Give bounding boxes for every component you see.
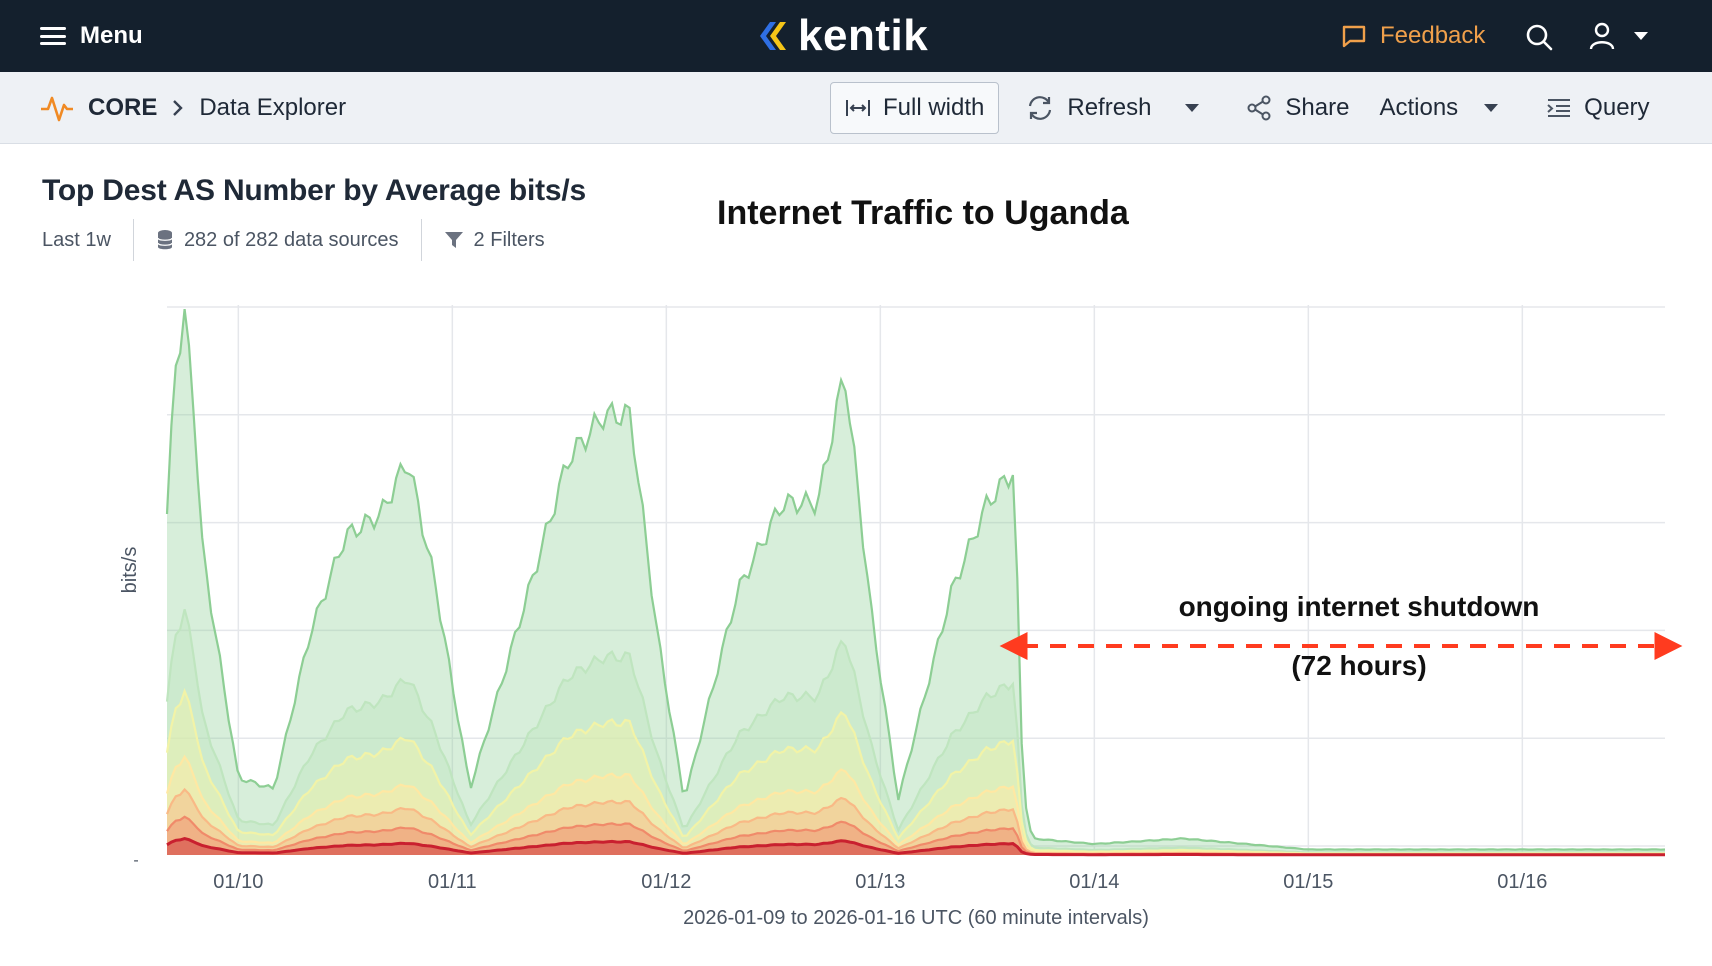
feedback-icon (1342, 25, 1366, 48)
breadcrumb: CORE Data Explorer (40, 72, 346, 144)
filters-label: 2 Filters (473, 228, 545, 251)
series-area[interactable] (167, 838, 1665, 855)
shutdown-annotation: ongoing internet shutdown (72 hours) (999, 591, 1683, 681)
chevron-down-icon (1185, 104, 1200, 112)
user-icon (1589, 22, 1615, 50)
shutdown-duration-text: (72 hours) (1291, 650, 1426, 681)
chart-areas (165, 308, 1666, 857)
full-width-button[interactable]: Full width (830, 82, 1000, 134)
x-tick-label: 01/12 (641, 871, 691, 893)
database-icon (157, 230, 173, 250)
breadcrumb-page: Data Explorer (199, 94, 347, 121)
x-tick-label: 01/14 (1069, 871, 1119, 893)
share-icon (1247, 95, 1271, 121)
pulse-icon (41, 96, 73, 122)
refresh-button[interactable]: Refresh (1011, 82, 1165, 134)
divider (420, 219, 422, 261)
actions-button[interactable]: Actions (1365, 82, 1512, 134)
series-area[interactable] (167, 756, 1665, 855)
time-range-label: Last 1w (42, 228, 111, 251)
x-tick-label: 01/13 (855, 871, 905, 893)
refresh-label: Refresh (1067, 94, 1152, 121)
search-icon (1526, 24, 1553, 51)
chart-grid (167, 305, 1665, 855)
series-area[interactable] (167, 609, 1665, 855)
x-tick-label: 01/15 (1283, 871, 1333, 893)
kentik-logo[interactable]: kentik (756, 10, 928, 62)
x-axis-label: 2026-01-09 to 2026-01-16 UTC (60 minute … (683, 907, 1149, 929)
series-area[interactable] (167, 691, 1665, 855)
shutdown-annotation-text: ongoing internet shutdown (1179, 591, 1540, 622)
time-range[interactable]: Last 1w (42, 229, 111, 252)
menu-button[interactable]: Menu (40, 0, 143, 72)
menu-label: Menu (80, 22, 143, 49)
x-tick-label: 01/16 (1497, 871, 1547, 893)
series-area[interactable] (167, 789, 1665, 856)
filter-icon (444, 232, 463, 248)
brand-name: kentik (798, 11, 929, 60)
top-nav: Menu kentik Feedback (0, 0, 1712, 72)
refresh-options-dropdown[interactable] (1175, 82, 1209, 134)
share-button[interactable]: Share (1231, 82, 1363, 134)
user-menu-button[interactable] (1588, 20, 1658, 52)
chevron-down-icon (1484, 104, 1499, 112)
feedback-button[interactable]: Feedback (1340, 0, 1485, 72)
divider (132, 219, 134, 261)
feedback-label: Feedback (1380, 22, 1486, 49)
hamburger-icon (40, 27, 66, 45)
traffic-area-chart: 01/10 01/11 01/12 01/13 01/14 01/15 01/16 bits… (119, 305, 1683, 929)
data-sources-label: 282 of 282 data sources (183, 228, 399, 251)
x-tick-label: 01/10 (213, 871, 263, 893)
filters[interactable]: 2 Filters (444, 229, 545, 252)
page-toolbar: CORE Data Explorer Full width Refres (0, 72, 1712, 144)
query-label: Query (1584, 94, 1650, 121)
x-axis-ticks: 01/10 01/11 01/12 01/13 01/14 01/15 01/16 (213, 871, 1547, 893)
chevron-right-icon (173, 100, 184, 116)
chevron-down-icon (1634, 32, 1648, 40)
share-label: Share (1285, 94, 1350, 121)
y-axis-label: bits/s (119, 547, 141, 594)
series-line (166, 837, 1665, 857)
actions-label: Actions (1379, 94, 1459, 121)
query-icon (1547, 99, 1571, 117)
annotation-title: Internet Traffic to Uganda (717, 194, 1129, 232)
x-tick-label: 01/11 (428, 871, 477, 893)
full-width-label: Full width (883, 94, 985, 121)
search-button[interactable] (1524, 22, 1554, 52)
chart-title: Top Dest AS Number by Average bits/s (42, 174, 587, 207)
breadcrumb-section[interactable]: CORE (88, 94, 158, 121)
series-line (165, 308, 1666, 851)
toolbar: Full width Refresh Share A (830, 80, 1664, 136)
y-tick-label: - (133, 852, 138, 869)
kentik-logo-icon (760, 22, 786, 50)
chart-meta: Last 1w 282 of 282 data sources 2 Filter… (42, 219, 545, 261)
query-button[interactable]: Query (1532, 82, 1663, 134)
refresh-icon (1029, 96, 1052, 120)
full-width-icon (846, 100, 870, 116)
data-sources[interactable]: 282 of 282 data sources (156, 229, 399, 252)
